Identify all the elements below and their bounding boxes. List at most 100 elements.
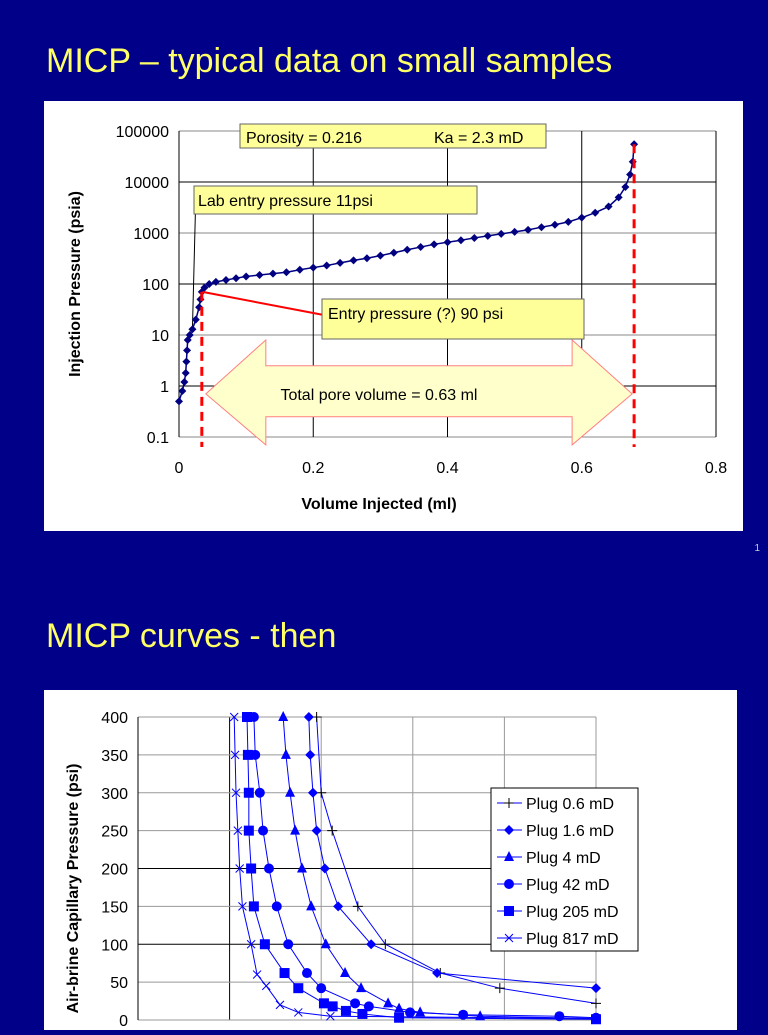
y-tick-label: 250 (101, 824, 128, 841)
data-point (415, 1006, 426, 1017)
data-point (357, 1008, 368, 1019)
data-point (362, 254, 371, 263)
data-point (233, 826, 243, 835)
y-tick-label: 150 (101, 899, 128, 916)
data-point (405, 1007, 416, 1018)
porosity-label: Porosity = 0.216 (246, 130, 362, 147)
data-point (242, 712, 253, 722)
data-point (336, 258, 345, 267)
data-point (630, 140, 639, 149)
series-line-0 (316, 716, 597, 1004)
legend-label: Plug 205 mD (526, 904, 619, 921)
y-tick-label: 200 (101, 862, 128, 879)
y-axis-label: Injection Pressure (psia) (67, 191, 84, 377)
y-tick-label: 10000 (125, 175, 170, 192)
data-point (340, 967, 351, 978)
data-point (302, 968, 313, 979)
entry-pressure-box (321, 298, 585, 340)
data-point (303, 712, 314, 722)
data-point (255, 271, 264, 280)
data-point (363, 1001, 374, 1012)
data-point (230, 750, 240, 760)
data-point (356, 982, 367, 993)
y-tick-label: 50 (110, 975, 128, 992)
legend-label: Plug 817 mD (526, 931, 619, 948)
y-tick-label: 100000 (116, 124, 169, 141)
data-point (309, 263, 318, 272)
data-point (205, 280, 214, 288)
data-point (510, 227, 519, 236)
data-point (621, 182, 630, 191)
data-point (246, 863, 257, 874)
data-point (178, 386, 187, 395)
entry-pressure-label: Entry pressure (?) 90 psi (328, 306, 503, 323)
legend-marker (504, 906, 514, 916)
legend-label: Plug 42 mD (526, 877, 610, 894)
data-point (259, 939, 270, 950)
data-point (626, 170, 635, 179)
data-point (268, 269, 277, 278)
entry-leader-line (202, 290, 330, 317)
data-point (279, 968, 290, 979)
slide-number: 1 (754, 543, 760, 554)
legend-marker (504, 851, 514, 861)
data-point (290, 824, 301, 835)
data-point (604, 202, 613, 211)
data-point (416, 243, 425, 252)
data-point (326, 1011, 335, 1021)
double-arrow-shape (205, 338, 633, 446)
data-point (243, 825, 254, 836)
data-point (175, 397, 183, 406)
data-point (246, 939, 256, 949)
data-point (285, 786, 296, 797)
data-point (319, 863, 330, 874)
data-point (243, 787, 254, 798)
y-tick-label: 400 (101, 710, 128, 727)
porosity-box (239, 123, 547, 149)
y-tick-label: 1 (160, 379, 169, 396)
legend-box (490, 787, 639, 952)
legend-label: Plug 1.6 mD (526, 823, 614, 840)
data-point (191, 315, 200, 324)
data-point (352, 901, 363, 912)
data-point (235, 864, 245, 873)
slide-2-title: MICP curves - then (46, 617, 337, 655)
y-tick-label: 300 (101, 786, 128, 803)
data-point (211, 277, 220, 286)
data-point (333, 901, 344, 912)
data-point (591, 208, 600, 217)
data-point (275, 1000, 285, 1010)
data-point (470, 233, 479, 242)
data-point (293, 983, 304, 994)
data-point (349, 256, 358, 265)
data-point (306, 900, 317, 911)
data-point (293, 1008, 303, 1017)
data-point (494, 983, 505, 994)
data-point (564, 217, 573, 226)
y-tick-label: 100 (142, 277, 169, 294)
x-tick-label: 0 (175, 460, 184, 477)
data-point (271, 901, 282, 912)
slide-1-title: MICP – typical data on small samples (46, 42, 613, 80)
legend-marker (504, 825, 514, 835)
x-tick-label: 0.2 (302, 460, 324, 477)
data-point (238, 902, 247, 911)
data-point (252, 970, 262, 979)
y-tick-label: 1000 (133, 226, 169, 243)
data-point (591, 1014, 601, 1025)
legend-label: Plug 0.6 mD (526, 796, 614, 813)
y-tick-label: 0 (119, 1013, 128, 1030)
data-point (278, 711, 289, 721)
data-point (221, 275, 230, 284)
data-point (283, 939, 294, 950)
micp-chart: 0.1 1 10 100 1000 10000 100000 0 0.2 0.4 0.6 0.8 Vol… (67, 123, 727, 513)
x-tick-label: 0.8 (705, 460, 727, 477)
data-point (181, 368, 190, 377)
data-point (591, 998, 601, 1009)
data-point (366, 939, 377, 950)
lab-entry-box (193, 185, 478, 215)
data-point (432, 968, 443, 979)
data-point (554, 1011, 565, 1022)
ka-label: Ka = 2.3 mD (434, 130, 523, 147)
y-tick-label: 100 (101, 937, 128, 954)
